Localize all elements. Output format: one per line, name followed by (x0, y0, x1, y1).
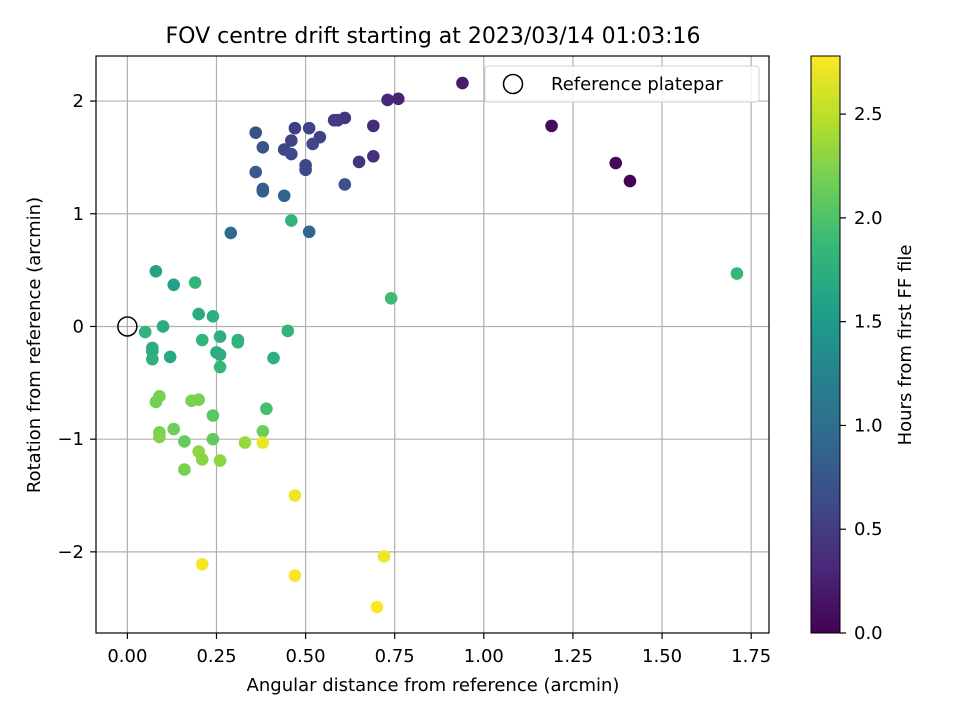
data-point (256, 184, 270, 198)
y-axis-ticks: −2 −1 0 1 2 (57, 91, 96, 563)
x-tick-label: 0.25 (196, 646, 236, 667)
data-point (192, 393, 205, 407)
data-point (167, 422, 181, 436)
data-point (156, 320, 170, 333)
data-point (213, 330, 227, 343)
data-point (149, 264, 163, 278)
data-point (338, 178, 352, 191)
y-tick-label: 0 (73, 316, 84, 337)
legend-label: Reference platepar (551, 74, 723, 95)
data-point (149, 395, 163, 409)
data-point (352, 155, 366, 169)
data-point (238, 436, 252, 449)
data-point (384, 291, 398, 305)
data-point (153, 430, 166, 444)
colorbar-ticks: 0.0 0.5 1.0 1.5 2.0 2.5 (840, 104, 883, 644)
data-point (146, 352, 159, 366)
data-point (730, 267, 744, 280)
grid-lines (96, 56, 769, 633)
data-point (206, 310, 220, 323)
reference-point (117, 316, 138, 337)
data-point (545, 119, 558, 133)
data-point (256, 436, 270, 449)
data-point (138, 325, 152, 339)
chart-title: FOV centre drift starting at 2023/03/14 … (166, 24, 701, 49)
colorbar-tick-label: 2.5 (854, 104, 883, 125)
data-point (288, 121, 302, 135)
data-points (138, 76, 744, 614)
data-point (224, 226, 238, 240)
data-point (367, 149, 380, 163)
data-point (609, 156, 623, 170)
data-point (285, 147, 298, 161)
data-point (302, 121, 316, 135)
data-point (370, 600, 384, 614)
legend-marker (502, 73, 524, 95)
data-point (256, 140, 270, 154)
x-tick-label: 1.75 (731, 646, 771, 667)
y-tick-label: 2 (73, 91, 84, 112)
data-point (299, 163, 312, 177)
data-point (281, 324, 295, 338)
data-point (367, 119, 380, 133)
x-tick-label: 0.75 (375, 646, 415, 667)
data-point (288, 489, 302, 502)
data-point (163, 350, 177, 364)
data-point (213, 454, 227, 467)
data-point (213, 360, 227, 374)
y-axis-title: Rotation from reference (arcmin) (24, 197, 45, 493)
legend-box (484, 65, 760, 103)
data-point (377, 550, 391, 563)
data-point (195, 453, 209, 466)
data-point (249, 126, 262, 139)
data-point (167, 278, 181, 292)
data-point (249, 165, 262, 179)
y-tick-label: −2 (57, 542, 84, 563)
data-point (285, 134, 298, 147)
data-point (178, 463, 191, 476)
data-point (178, 435, 191, 448)
y-tick-label: −1 (57, 429, 84, 450)
data-point (213, 348, 227, 361)
data-point (623, 174, 637, 188)
colorbar-tick-label: 0.5 (854, 519, 883, 540)
data-point (267, 351, 280, 365)
data-point (277, 189, 291, 203)
x-axis-ticks: 0.00 0.25 0.50 0.75 1.00 1.25 1.50 1.75 (107, 633, 771, 667)
data-point (456, 76, 469, 90)
data-point (327, 113, 341, 127)
data-point (188, 276, 202, 289)
data-point (288, 569, 302, 582)
colorbar-tick-label: 1.0 (854, 415, 883, 436)
x-axis-title: Angular distance from reference (arcmin) (247, 675, 620, 696)
data-point (260, 402, 273, 416)
data-point (285, 214, 298, 227)
colorbar-tick-label: 0.0 (854, 623, 883, 644)
data-point (195, 557, 209, 571)
data-point (206, 409, 220, 422)
data-point (206, 432, 220, 446)
data-point (231, 335, 245, 349)
data-point (192, 307, 205, 321)
data-point (256, 424, 270, 438)
reference-marker (117, 316, 138, 337)
data-point (195, 333, 209, 347)
x-tick-label: 0.00 (107, 646, 147, 667)
data-point (381, 93, 394, 107)
colorbar-tick-label: 1.5 (854, 312, 883, 333)
y-tick-label: 1 (73, 204, 84, 225)
colorbar-title: Hours from first FF file (895, 245, 916, 446)
data-point (306, 137, 320, 151)
data-point (391, 92, 405, 106)
colorbar (810, 55, 841, 634)
data-point (302, 225, 316, 239)
colorbar-tick-label: 2.0 (854, 208, 883, 229)
x-tick-label: 1.00 (464, 646, 504, 667)
plot-frame (95, 55, 770, 634)
x-tick-label: 0.50 (286, 646, 326, 667)
x-tick-label: 1.50 (642, 646, 682, 667)
x-tick-label: 1.25 (553, 646, 593, 667)
legend: Reference platepar (484, 65, 760, 103)
